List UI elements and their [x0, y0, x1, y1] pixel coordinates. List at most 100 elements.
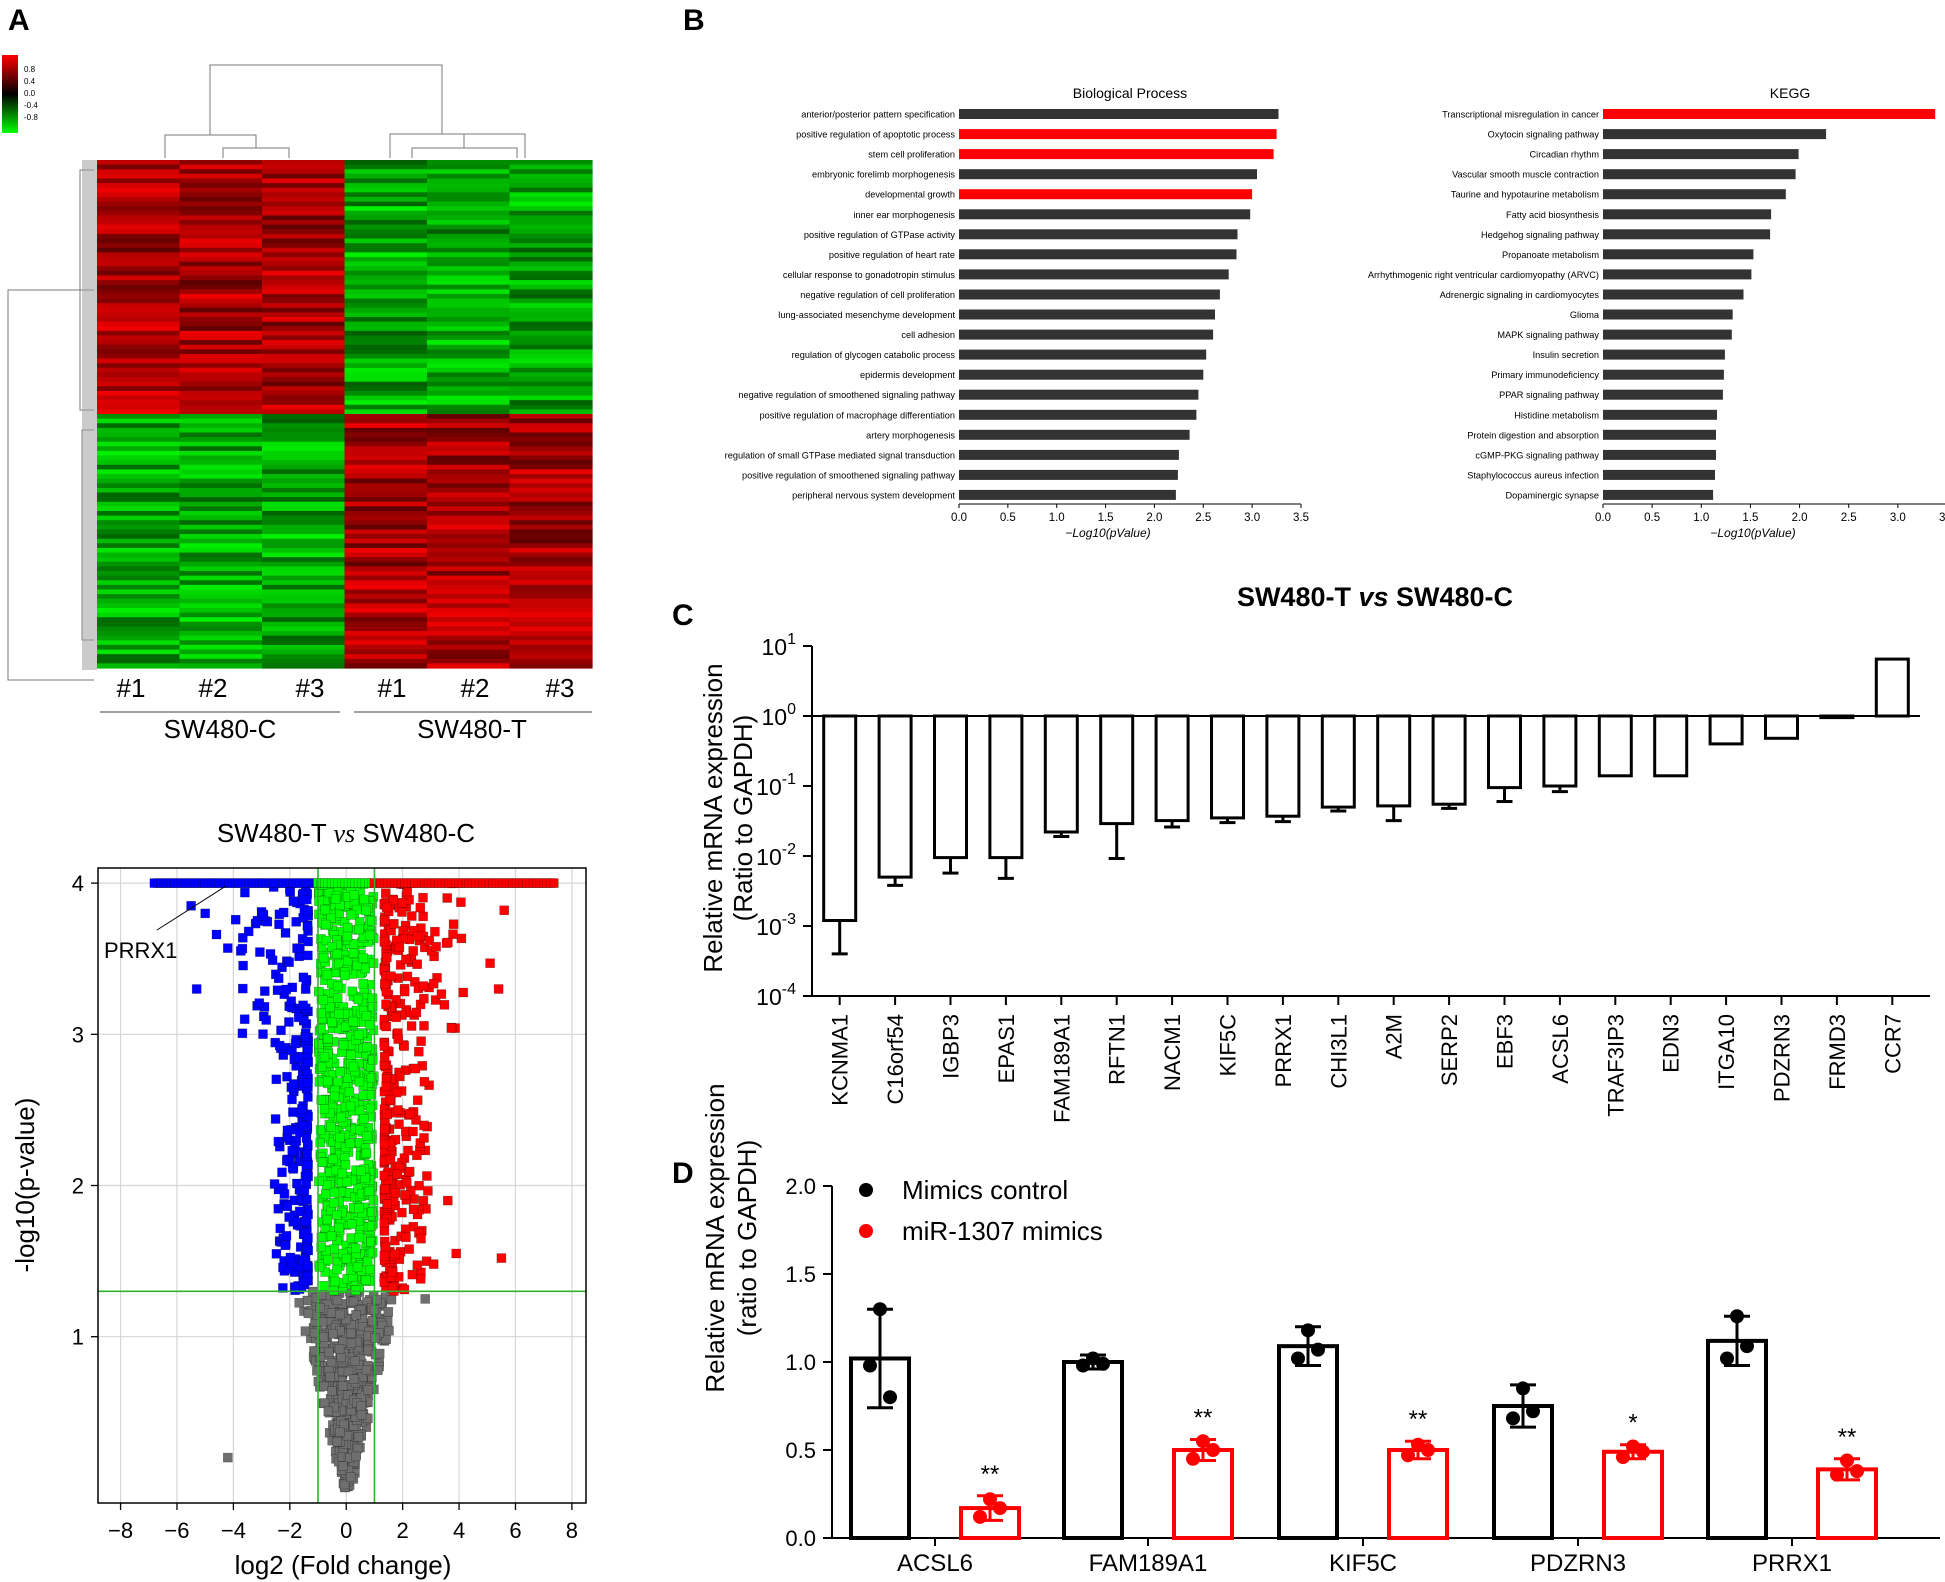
- volcano-point: [382, 952, 392, 963]
- heatmap-cell: [97, 280, 181, 286]
- volcano-point: [314, 1176, 324, 1187]
- heatmap-cell: [509, 635, 593, 641]
- heatmap-cell: [179, 515, 263, 521]
- heatmap-cell: [509, 409, 593, 415]
- heatmap-cell: [179, 353, 263, 360]
- heatmap-cell: [344, 469, 428, 475]
- volcano-point: [412, 1150, 422, 1161]
- heatmap-cell: [427, 390, 511, 397]
- heatmap-cell: [344, 372, 428, 378]
- volcano-point: [346, 1328, 356, 1339]
- heatmap-cell: [344, 293, 428, 300]
- heatmap-cell: [262, 270, 346, 277]
- heatmap-cell: [262, 580, 346, 586]
- heatmap-legend-tick: 0.0: [24, 89, 36, 98]
- heatmap-cell: [509, 270, 593, 277]
- heatmap-cell: [97, 183, 181, 189]
- heatmap-cell: [97, 464, 181, 471]
- heatmap-cell: [344, 164, 428, 170]
- heatmap-cell: [344, 229, 428, 235]
- replicate-point: [1830, 1467, 1844, 1482]
- volcano-point: [419, 1120, 429, 1131]
- heatmap-cell: [344, 464, 428, 471]
- volcano-point: [314, 1077, 325, 1087]
- heatmap-cell: [509, 293, 593, 300]
- volcano-point: [339, 970, 350, 981]
- heatmap-cell: [97, 538, 181, 544]
- heatmap-cell: [344, 607, 428, 614]
- volcano-point: [341, 1253, 352, 1264]
- heatmap-cell: [97, 561, 181, 567]
- volcano-point: [303, 1044, 313, 1054]
- enrichment-term-label: cellular response to gonadotropin stimul…: [783, 270, 956, 280]
- volcano-thresholds: [98, 868, 586, 1503]
- heatmap-cell: [179, 192, 263, 198]
- volcano-point: [367, 1207, 377, 1217]
- volcano-point: [330, 894, 341, 904]
- heatmap-cell: [179, 474, 263, 480]
- heatmap-cell: [509, 474, 593, 480]
- heatmap-cell: [179, 478, 263, 484]
- heatmap-cell: [427, 164, 511, 170]
- heatmap-legend-tick: 0.8: [24, 65, 36, 74]
- heatmap-cell: [427, 418, 511, 424]
- heatmap-cell: [179, 183, 263, 189]
- mimics-category-label: KIF5C: [1329, 1550, 1397, 1577]
- volcano-point: [356, 1410, 367, 1420]
- heatmap-cell: [262, 372, 346, 378]
- heatmap-cell: [97, 450, 181, 457]
- volcano-point: [319, 1398, 330, 1408]
- qpcr-log-chart: SW480-T vs SW480-C Relative mRNA express…: [698, 582, 1930, 1123]
- volcano-point: [419, 993, 429, 1004]
- volcano-point: [322, 1076, 333, 1087]
- heatmap-cell: [262, 492, 346, 498]
- heatmap-cell: [427, 649, 511, 655]
- enrichment-term-label: Vascular smooth muscle contraction: [1452, 170, 1599, 180]
- volcano-point: [423, 1186, 433, 1196]
- volcano-point: [387, 1282, 398, 1292]
- volcano-point: [415, 1274, 426, 1284]
- heatmap-cell: [344, 552, 428, 558]
- heatmap-cell: [427, 381, 511, 387]
- volcano-ytick-label: 2: [72, 1174, 84, 1199]
- volcano-point: [404, 1244, 415, 1254]
- heatmap-cell: [262, 164, 346, 170]
- heatmap-cell: [262, 256, 346, 263]
- volcano-point: [316, 1024, 326, 1034]
- heatmap-cell: [179, 450, 263, 457]
- heatmap-cell: [179, 210, 263, 217]
- enrichment-bar: [1603, 389, 1723, 400]
- volcano-point: [349, 890, 360, 900]
- heatmap-cell: [427, 238, 511, 244]
- heatmap-cell: [262, 649, 346, 655]
- heatmap-cell: [179, 598, 263, 604]
- volcano-point: [401, 954, 411, 965]
- volcano-point: [352, 960, 363, 971]
- volcano-point: [321, 935, 332, 946]
- enrichment-term-label: positive regulation of apoptotic process: [796, 130, 955, 140]
- significance-marker: **: [1838, 1424, 1857, 1451]
- heatmap-cell: [509, 580, 593, 586]
- volcano-point: [388, 895, 399, 906]
- heatmap-cell: [179, 575, 263, 581]
- row-dendrogram-leaves: [82, 160, 97, 670]
- enrichment-bar: [959, 329, 1214, 340]
- volcano-xtick-label: 4: [453, 1518, 465, 1543]
- heatmap-cell: [97, 446, 181, 452]
- heatmap-cell: [179, 330, 263, 337]
- heatmap-cell: [179, 160, 263, 166]
- volcano-point: [314, 1039, 324, 1049]
- heatmap-cell: [344, 414, 428, 420]
- heatmap-cell: [262, 557, 346, 563]
- heatmap-cell: [179, 261, 263, 267]
- heatmap-cell: [427, 446, 511, 452]
- enrichment-xtick-label: 1.5: [1098, 512, 1114, 524]
- heatmap-cell: [262, 520, 346, 526]
- heatmap-cell: [509, 432, 593, 438]
- volcano-point: [315, 1125, 326, 1135]
- row-dendrogram: [7, 169, 94, 681]
- group-label: SW480-C: [164, 714, 277, 744]
- heatmap-cell: [509, 349, 593, 355]
- heatmap-cell: [427, 658, 511, 664]
- volcano-point: [327, 942, 337, 952]
